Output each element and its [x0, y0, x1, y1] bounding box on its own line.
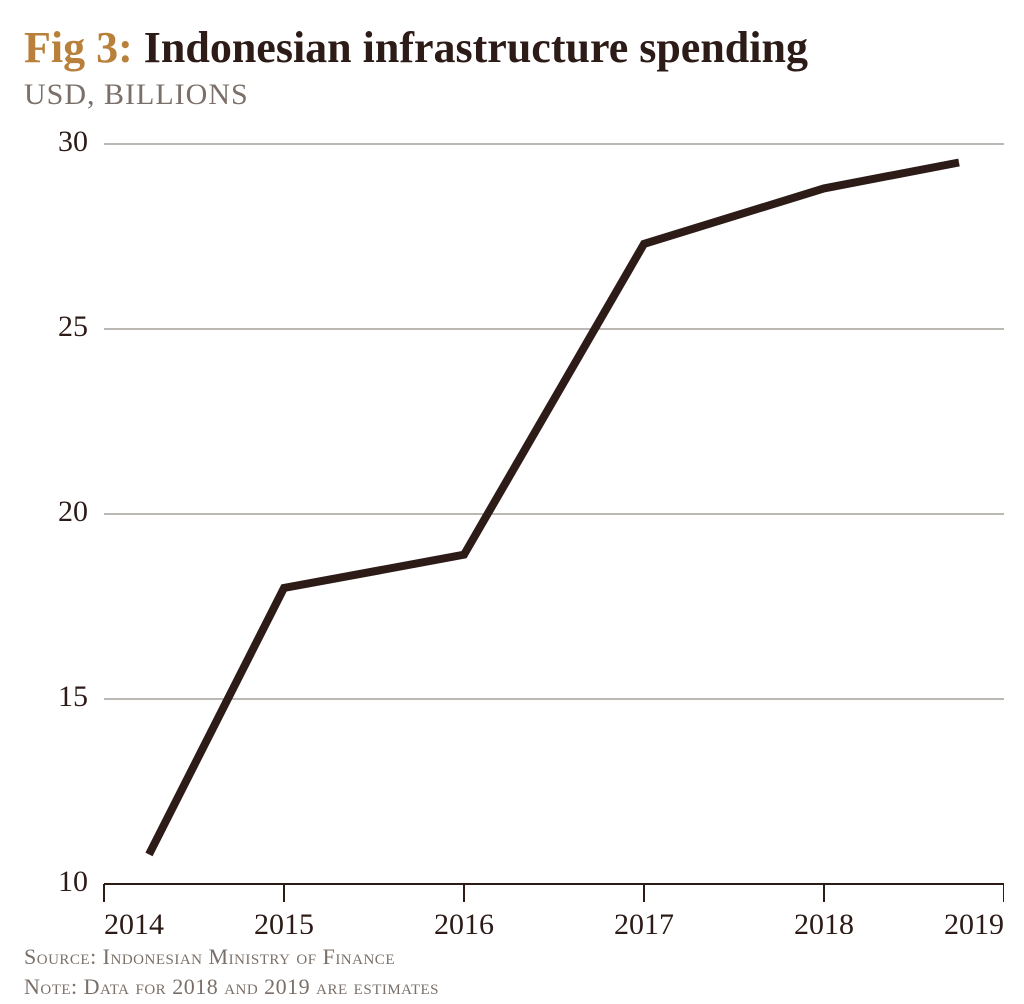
source-line: Source: Indonesian Ministry of Finance [24, 942, 1000, 972]
chart-footer: Source: Indonesian Ministry of Finance N… [24, 942, 1000, 1001]
x-tick-label: 2019 [944, 908, 1004, 934]
x-tick-label: 2017 [614, 908, 674, 934]
y-tick-label: 25 [58, 310, 88, 343]
chart-area: 1015202530201420152016201720182019 [24, 124, 1000, 934]
x-tick-label: 2014 [104, 908, 164, 934]
y-tick-label: 20 [58, 495, 88, 528]
chart-title-line: Fig 3: Indonesian infrastructure spendin… [24, 24, 1000, 72]
x-tick-label: 2018 [794, 908, 854, 934]
y-tick-label: 10 [58, 865, 88, 898]
x-tick-label: 2015 [254, 908, 314, 934]
data-line [149, 163, 959, 855]
figure-container: Fig 3: Indonesian infrastructure spendin… [0, 0, 1024, 1004]
chart-subtitle: USD, BILLIONS [24, 78, 1000, 112]
note-line: Note: Data for 2018 and 2019 are estimat… [24, 972, 1000, 1002]
y-tick-label: 15 [58, 680, 88, 713]
x-tick-label: 2016 [434, 908, 494, 934]
line-chart: 10 15 20 25 30 2014 2015 2016 2017 2018 2019 [24, 124, 1004, 934]
y-tick-label: 30 [58, 125, 88, 158]
figure-label: Fig 3: [24, 23, 133, 72]
chart-title: Indonesian infrastructure spending [144, 23, 808, 72]
